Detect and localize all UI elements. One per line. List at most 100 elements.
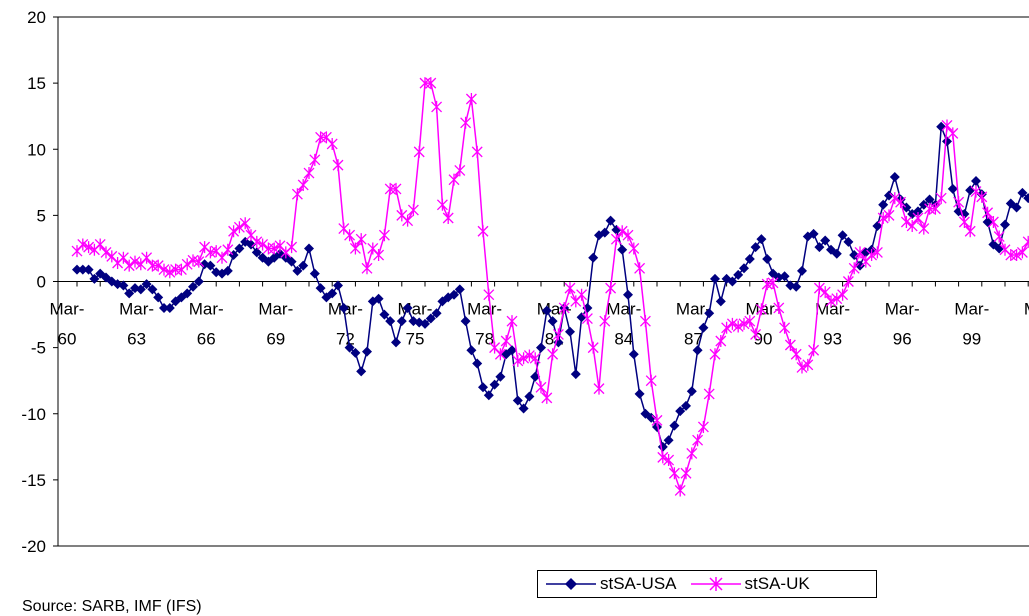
- data-point: [732, 320, 744, 333]
- data-point: [1017, 187, 1028, 198]
- data-point: [652, 421, 662, 432]
- data-point: [246, 239, 256, 250]
- data-point: [773, 301, 785, 314]
- data-point: [344, 342, 355, 353]
- y-tick-label: 15: [27, 74, 46, 93]
- data-point: [193, 255, 205, 268]
- data-point: [715, 296, 726, 307]
- data-point: [89, 273, 100, 284]
- data-point: [512, 395, 523, 406]
- data-point: [332, 159, 344, 172]
- data-point: [889, 172, 900, 183]
- legend-label-uk: stSA-UK: [744, 574, 810, 593]
- data-point: [460, 316, 471, 327]
- data-point: [188, 281, 198, 292]
- data-point: [100, 246, 112, 259]
- data-point: [529, 352, 541, 365]
- data-point: [710, 273, 720, 284]
- data-point: [686, 386, 697, 397]
- data-point: [755, 303, 767, 316]
- data-point: [257, 238, 269, 251]
- data-point: [744, 315, 756, 328]
- x-tick-label: 90: [754, 330, 773, 349]
- data-point: [199, 241, 211, 254]
- data-point: [744, 254, 755, 265]
- data-point: [912, 212, 924, 225]
- data-point: [251, 247, 262, 258]
- x-tick-label: Mar-: [954, 300, 989, 319]
- x-tick-label: Mar-: [606, 300, 641, 319]
- data-point: [425, 313, 436, 324]
- data-point: [599, 227, 610, 238]
- data-point: [309, 268, 320, 279]
- x-tick-label: Mar-: [50, 300, 85, 319]
- data-point: [547, 348, 559, 361]
- data-point: [396, 209, 408, 222]
- data-point: [675, 406, 686, 417]
- series-uk: [71, 77, 1029, 497]
- data-point: [565, 326, 575, 337]
- y-tick-label: -5: [31, 339, 46, 358]
- data-point: [507, 345, 517, 356]
- data-point: [489, 379, 500, 390]
- data-point: [449, 289, 459, 300]
- data-point: [129, 255, 141, 268]
- data-point: [141, 279, 152, 290]
- data-point: [234, 243, 245, 254]
- data-point: [420, 318, 430, 329]
- data-point: [680, 467, 692, 480]
- data-point: [536, 342, 546, 353]
- data-point: [304, 243, 314, 254]
- data-point: [750, 328, 762, 341]
- data-point: [756, 234, 767, 245]
- data-point: [588, 252, 599, 263]
- x-tick-label: 60: [58, 330, 77, 349]
- data-point: [402, 302, 413, 313]
- data-point: [541, 305, 552, 316]
- data-point: [733, 269, 744, 280]
- x-tick-label: 63: [127, 330, 146, 349]
- data-point: [947, 183, 958, 194]
- y-tick-label: -20: [21, 537, 46, 556]
- data-point: [610, 233, 622, 246]
- data-point: [634, 388, 645, 399]
- data-point: [692, 345, 703, 356]
- data-point: [494, 348, 506, 361]
- data-point: [402, 214, 414, 227]
- x-tick-label: Mar-: [1024, 300, 1029, 319]
- data-point: [698, 322, 709, 333]
- data-point: [674, 484, 686, 497]
- data-point: [645, 374, 657, 387]
- data-point: [361, 262, 373, 275]
- data-point: [849, 250, 860, 261]
- data-point: [77, 238, 89, 251]
- data-point: [958, 215, 970, 228]
- data-point: [837, 288, 849, 301]
- data-point: [297, 178, 309, 191]
- data-point: [628, 349, 639, 360]
- data-point: [576, 288, 588, 301]
- series-line: [76, 82, 1029, 493]
- data-point: [431, 100, 443, 113]
- data-point: [391, 337, 401, 348]
- data-point: [541, 391, 553, 404]
- data-point: [292, 265, 303, 276]
- data-point: [727, 276, 738, 287]
- data-point: [547, 316, 558, 327]
- data-point: [697, 420, 709, 433]
- data-point: [466, 345, 477, 356]
- x-tick-label: 93: [823, 330, 842, 349]
- data-point: [622, 229, 634, 242]
- data-point: [825, 295, 837, 308]
- data-point: [796, 361, 808, 374]
- data-point: [762, 254, 773, 265]
- data-point: [147, 284, 158, 295]
- data-point: [518, 403, 529, 414]
- data-point: [854, 246, 866, 259]
- data-point: [669, 420, 680, 431]
- data-point: [1000, 219, 1010, 230]
- data-point: [692, 434, 704, 447]
- data-point: [651, 414, 663, 427]
- data-point: [454, 284, 465, 295]
